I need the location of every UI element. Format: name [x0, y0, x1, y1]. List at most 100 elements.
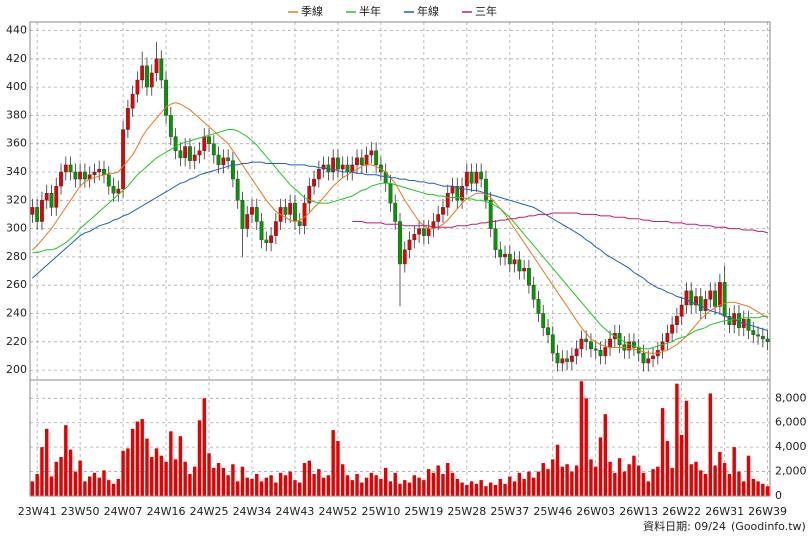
x-tick-label: 23W50 — [61, 505, 100, 518]
y-tick-label: 380 — [6, 108, 27, 121]
volume-bar — [598, 437, 603, 496]
volume-bar — [636, 465, 641, 496]
candle-body — [484, 178, 488, 201]
candle-body — [192, 154, 197, 161]
volume-bar — [617, 458, 622, 496]
candle-body — [216, 154, 221, 166]
volume-bar — [517, 472, 522, 496]
candle-body — [589, 341, 593, 350]
volume-bar — [102, 470, 106, 496]
y-tick-label: 320 — [6, 193, 27, 206]
candle-body — [221, 157, 226, 166]
volume-bar — [340, 464, 345, 496]
volume-bar — [484, 486, 488, 496]
candle-body — [593, 348, 598, 351]
volume-bar — [383, 467, 388, 496]
candle-body — [149, 72, 154, 88]
volume-bar — [274, 482, 278, 496]
x-tick-label: 26W13 — [619, 505, 658, 518]
volume-bar — [737, 471, 741, 496]
volume-bar — [97, 477, 101, 496]
volume-bar — [694, 461, 698, 496]
volume-bar — [35, 474, 39, 496]
x-tick-label: 26W03 — [576, 505, 615, 518]
volume-bar — [331, 430, 335, 496]
candle-body — [717, 282, 722, 307]
candle-body — [445, 193, 450, 208]
candle-body — [402, 249, 407, 265]
volume-bar — [107, 480, 111, 496]
volume-bar — [522, 478, 526, 496]
candle-body — [63, 164, 68, 173]
candle-body — [116, 188, 121, 194]
volume-bar — [278, 472, 283, 496]
candle-body — [269, 235, 274, 243]
candle-body — [417, 228, 422, 235]
candle-body — [312, 178, 316, 187]
volume-bar — [713, 465, 717, 496]
candle-body — [140, 65, 145, 81]
legend-label: 三年 — [475, 4, 497, 18]
y-tick-label: 300 — [6, 222, 27, 235]
candle-body — [665, 333, 670, 342]
volume-bar — [660, 408, 665, 496]
candle-body — [130, 93, 135, 109]
x-tick-label: 24W34 — [233, 505, 272, 518]
y-tick-label: 400 — [6, 80, 27, 93]
x-tick-label: 24W25 — [190, 505, 229, 518]
volume-bar — [722, 463, 727, 496]
volume-bar — [746, 455, 751, 496]
candle-body — [722, 282, 727, 317]
candle-body — [159, 58, 164, 81]
candle-body — [469, 171, 474, 184]
y-tick-label: 220 — [6, 335, 27, 348]
volume-bar — [302, 463, 307, 496]
candle-body — [49, 193, 54, 208]
candle-body — [207, 136, 211, 144]
legend-label: 半年 — [359, 4, 381, 18]
candle-body — [608, 338, 612, 348]
volume-bar — [699, 470, 703, 496]
volume-bar — [44, 428, 49, 496]
candle-body — [235, 178, 240, 201]
candle-body — [40, 200, 44, 222]
volume-bar — [665, 441, 670, 496]
candle-body — [436, 214, 441, 222]
candle-body — [336, 157, 340, 170]
volume-bar — [431, 472, 436, 496]
marks — [30, 41, 770, 496]
candle-body — [54, 185, 59, 208]
volume-bar — [531, 477, 536, 496]
candle-body — [555, 352, 560, 364]
candle-body — [340, 164, 345, 170]
volume-bar — [64, 425, 68, 496]
volume-bar — [173, 459, 178, 496]
volume-bar — [703, 474, 708, 496]
volume-bar — [111, 483, 116, 496]
x-tick-label: 24W52 — [318, 505, 357, 518]
candle-body — [689, 290, 694, 306]
candle-body — [541, 313, 546, 328]
volume-bar — [493, 485, 498, 496]
volume-bar — [450, 472, 455, 496]
volume-bar — [742, 481, 746, 496]
volume-bar — [479, 480, 483, 496]
y-tick-label: 2,000 — [775, 465, 807, 478]
volume-bar — [727, 474, 732, 496]
candle-body — [522, 268, 527, 272]
volume-bar — [436, 465, 440, 496]
candle-body — [121, 129, 126, 190]
volume-bar — [30, 481, 35, 496]
volume-bar — [403, 480, 407, 496]
volume-bar — [627, 464, 631, 496]
candle-body — [44, 193, 49, 201]
candle-body — [498, 249, 503, 258]
candle-body — [421, 228, 426, 236]
candle-body — [651, 355, 655, 359]
volume-bar — [78, 460, 82, 496]
volume-bar — [245, 477, 249, 496]
y-tick-label: 4,000 — [775, 440, 807, 453]
candle-body — [536, 299, 541, 314]
candle-body — [293, 202, 297, 222]
